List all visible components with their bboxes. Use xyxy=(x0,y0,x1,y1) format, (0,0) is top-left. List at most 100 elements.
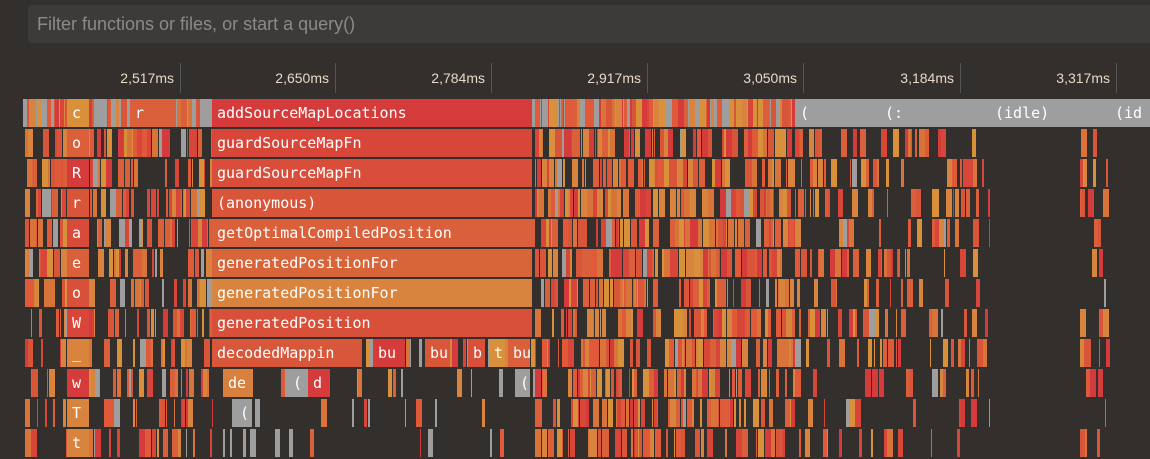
stack-frame-sliver[interactable] xyxy=(718,399,719,427)
stack-frame-sliver[interactable] xyxy=(702,369,708,397)
stack-frame-sliver[interactable] xyxy=(677,159,683,187)
stack-frame-sliver[interactable] xyxy=(743,309,745,337)
stack-frame-sliver[interactable] xyxy=(50,279,55,307)
stack-frame-sliver[interactable] xyxy=(815,129,819,157)
stack-frame-sliver[interactable] xyxy=(780,249,782,277)
stack-frame-sliver[interactable] xyxy=(959,399,961,427)
stack-frame-sliver[interactable] xyxy=(698,219,702,247)
stack-frame-sliver[interactable] xyxy=(629,369,630,397)
stack-frame-sliver[interactable] xyxy=(753,399,759,427)
stack-frame-sliver[interactable] xyxy=(751,309,755,337)
stack-frame-sliver[interactable] xyxy=(847,219,849,247)
stack-frame-sliver[interactable] xyxy=(606,339,609,367)
stack-frame-sliver[interactable] xyxy=(41,339,43,367)
stack-frame-sliver[interactable] xyxy=(699,159,705,187)
stack-frame-sliver[interactable] xyxy=(602,129,608,157)
stack-frame-sliver[interactable] xyxy=(624,279,626,307)
stack-frame-sliver[interactable] xyxy=(758,369,760,397)
stack-frame-sliver[interactable] xyxy=(868,189,872,217)
stack-frame-sliver[interactable] xyxy=(183,189,184,217)
stack-frame-sliver[interactable] xyxy=(188,279,192,307)
stack-frame-sliver[interactable] xyxy=(789,219,794,247)
stack-frame-sliver[interactable] xyxy=(652,399,653,427)
stack-frame-sliver[interactable] xyxy=(605,189,608,217)
stack-frame-sliver[interactable] xyxy=(716,219,718,247)
stack-frame-sliver[interactable] xyxy=(25,249,28,277)
stack-frame-sliver[interactable] xyxy=(779,189,783,217)
stack-frame-sliver[interactable] xyxy=(183,279,186,307)
stack-frame-sliver[interactable] xyxy=(25,129,28,157)
stack-frame-sliver[interactable] xyxy=(810,189,811,217)
stack-frame-sliver[interactable] xyxy=(174,399,175,427)
stack-frame-sliver[interactable] xyxy=(47,99,51,127)
stack-frame-sliver[interactable] xyxy=(730,399,733,427)
stack-frame-sliver[interactable] xyxy=(836,279,837,307)
stack-frame-sliver[interactable] xyxy=(1080,309,1081,337)
stack-frame-sliver[interactable] xyxy=(792,309,795,337)
stack-frame-sliver[interactable] xyxy=(571,399,573,427)
stack-frame-sliver[interactable] xyxy=(32,159,37,187)
stack-frame-sliver[interactable] xyxy=(590,279,595,307)
stack-frame-sliver[interactable] xyxy=(901,279,903,307)
stack-frame-sliver[interactable] xyxy=(785,399,790,427)
stack-frame-sliver[interactable] xyxy=(652,249,654,277)
stack-frame-sliver[interactable] xyxy=(781,129,786,157)
stack-frame-sliver[interactable] xyxy=(610,339,614,367)
stack-frame-sliver[interactable] xyxy=(600,309,601,337)
stack-frame-sliver[interactable] xyxy=(171,339,173,367)
stack-frame-sliver[interactable] xyxy=(189,219,190,247)
stack-frame-sliver[interactable] xyxy=(789,99,790,127)
stack-frame-sliver[interactable] xyxy=(909,369,913,397)
stack-frame-sliver[interactable] xyxy=(198,219,202,247)
stack-frame-sliver[interactable] xyxy=(764,219,769,247)
stack-frame-sliver[interactable] xyxy=(199,159,204,187)
stack-frame-sliver[interactable] xyxy=(684,369,686,397)
stack-frame-sliver[interactable] xyxy=(624,99,627,127)
stack-frame-sliver[interactable] xyxy=(685,219,690,247)
stack-frame-sliver[interactable] xyxy=(719,249,720,277)
stack-frame-sliver[interactable] xyxy=(712,159,715,187)
stack-frame-sliver[interactable] xyxy=(186,189,190,217)
stack-frame-sliver[interactable] xyxy=(108,399,114,427)
stack-frame-sliver[interactable] xyxy=(732,369,735,397)
stack-frame-sliver[interactable] xyxy=(250,429,256,457)
stack-frame-sliver[interactable] xyxy=(930,339,931,367)
stack-frame-sliver[interactable] xyxy=(898,249,900,277)
stack-frame-sliver[interactable] xyxy=(726,219,727,247)
stack-frame-sliver[interactable] xyxy=(710,249,711,277)
stack-frame-sliver[interactable] xyxy=(564,339,568,367)
stack-frame-sliver[interactable] xyxy=(702,129,708,157)
stack-frame-sliver[interactable] xyxy=(790,279,794,307)
stack-frame-sliver[interactable] xyxy=(1099,339,1100,367)
stack-frame-sliver[interactable] xyxy=(728,219,734,247)
stack-frame-sliver[interactable] xyxy=(574,369,577,397)
stack-frame-sliver[interactable] xyxy=(647,279,648,307)
stack-frame-sliver[interactable] xyxy=(139,219,142,247)
stack-frame-sliver[interactable] xyxy=(785,279,789,307)
stack-frame-sliver[interactable] xyxy=(709,369,711,397)
stack-frame-sliver[interactable] xyxy=(127,369,129,397)
stack-frame-sliver[interactable] xyxy=(93,189,94,217)
stack-frame-sliver[interactable] xyxy=(610,129,615,157)
stack-frame-sliver[interactable] xyxy=(140,339,146,367)
stack-frame-sliver[interactable] xyxy=(535,339,536,367)
stack-frame[interactable]: R xyxy=(67,159,89,187)
stack-frame-sliver[interactable] xyxy=(825,189,828,217)
stack-frame-sliver[interactable] xyxy=(787,129,792,157)
stack-frame-sliver[interactable] xyxy=(170,369,175,397)
stack-frame-sliver[interactable] xyxy=(255,399,260,427)
stack-frame-sliver[interactable] xyxy=(117,429,120,457)
stack-frame-sliver[interactable] xyxy=(654,99,659,127)
stack-frame-sliver[interactable] xyxy=(715,369,720,397)
stack-frame-sliver[interactable] xyxy=(846,399,850,427)
stack-frame-sliver[interactable] xyxy=(655,159,658,187)
stack-frame-sliver[interactable] xyxy=(801,129,803,157)
stack-frame-sliver[interactable] xyxy=(809,129,814,157)
stack-frame-sliver[interactable] xyxy=(709,219,715,247)
stack-frame-sliver[interactable] xyxy=(598,429,601,457)
stack-frame-sliver[interactable] xyxy=(608,129,610,157)
stack-frame-sliver[interactable] xyxy=(771,219,773,247)
stack-frame-sliver[interactable] xyxy=(137,129,142,157)
stack-frame-sliver[interactable] xyxy=(547,159,549,187)
stack-frame-sliver[interactable] xyxy=(684,219,685,247)
